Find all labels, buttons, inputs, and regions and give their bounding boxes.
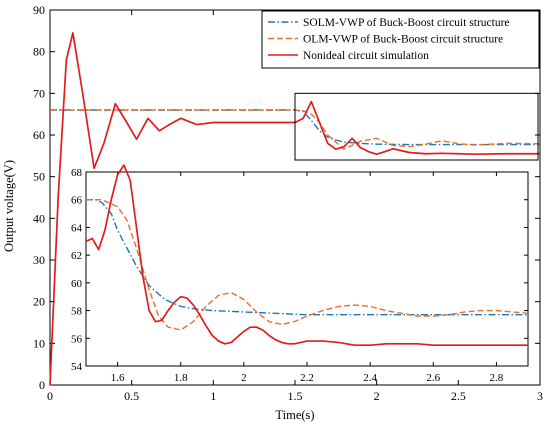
inset-y-tick-label: 68 bbox=[71, 167, 83, 179]
legend-label-2: OLM-VWP of Buck-Boost circuit structure bbox=[303, 34, 503, 46]
y-tick-label: 50 bbox=[33, 170, 45, 184]
y-tick-label: 90 bbox=[33, 3, 45, 17]
y-tick-label: 20 bbox=[33, 295, 45, 309]
x-tick-label: 1 bbox=[210, 389, 216, 403]
legend-box bbox=[261, 10, 540, 69]
y-tick-label: 10 bbox=[33, 336, 45, 350]
inset-series-line-3 bbox=[85, 164, 528, 347]
inset-plot: 1.6 1.8 2 2.2 2.4 2.6 2.8 54 56 58 60 62 64 66 68 bbox=[71, 164, 529, 384]
series-line-3 bbox=[49, 32, 540, 386]
zoom-rectangle bbox=[294, 92, 539, 161]
legend: SOLM-VWP of Buck-Boost circuit structure… bbox=[261, 10, 540, 69]
inset-x-tick-label: 2.6 bbox=[426, 372, 440, 384]
legend-label-1: SOLM-VWP of Buck-Boost circuit structure bbox=[303, 17, 510, 29]
x-tick-label: 1.5 bbox=[288, 389, 303, 403]
inset-x-tick-label: 2.4 bbox=[363, 372, 377, 384]
inset-y-tick-label: 58 bbox=[71, 306, 83, 318]
series-line-2 bbox=[50, 109, 541, 150]
x-tick-label: 2.5 bbox=[451, 389, 466, 403]
y-axis-label: Output voltage(V) bbox=[2, 160, 16, 252]
inset-x-tick-label: 1.6 bbox=[111, 372, 125, 384]
inset-y-tick-label: 66 bbox=[71, 195, 83, 207]
x-axis-label: Time(s) bbox=[275, 408, 314, 422]
y-tick-label: 30 bbox=[33, 253, 45, 267]
y-tick-label: 70 bbox=[33, 86, 45, 100]
inset-y-tick-label: 60 bbox=[71, 278, 83, 290]
zoom-region-box bbox=[294, 92, 539, 161]
inset-y-tick-label: 56 bbox=[71, 333, 83, 345]
inset-frame bbox=[85, 171, 529, 367]
y-tick-label: 40 bbox=[33, 211, 45, 225]
x-tick-label: 3 bbox=[537, 389, 543, 403]
inset-x-tick-label: 1.8 bbox=[174, 372, 188, 384]
x-tick-label: 0 bbox=[47, 389, 53, 403]
inset-x-tick-label: 2.2 bbox=[300, 372, 314, 384]
x-tick-label: 0.5 bbox=[124, 389, 139, 403]
inset-series-line-2 bbox=[86, 199, 529, 331]
y-tick-label: 60 bbox=[33, 128, 45, 142]
x-tick-label: 2 bbox=[374, 389, 380, 403]
y-tick-label: 0 bbox=[39, 378, 45, 392]
main-series bbox=[49, 32, 541, 386]
inset-y-tick-label: 54 bbox=[71, 361, 83, 373]
inset-y-tick-label: 64 bbox=[71, 222, 83, 234]
inset-x-tick-label: 2 bbox=[241, 372, 247, 384]
inset-y-tick-label: 62 bbox=[71, 250, 82, 262]
y-tick-label: 80 bbox=[33, 45, 45, 59]
legend-label-3: Nonideal circuit simulation bbox=[303, 50, 429, 62]
inset-x-tick-label: 2.8 bbox=[490, 372, 504, 384]
